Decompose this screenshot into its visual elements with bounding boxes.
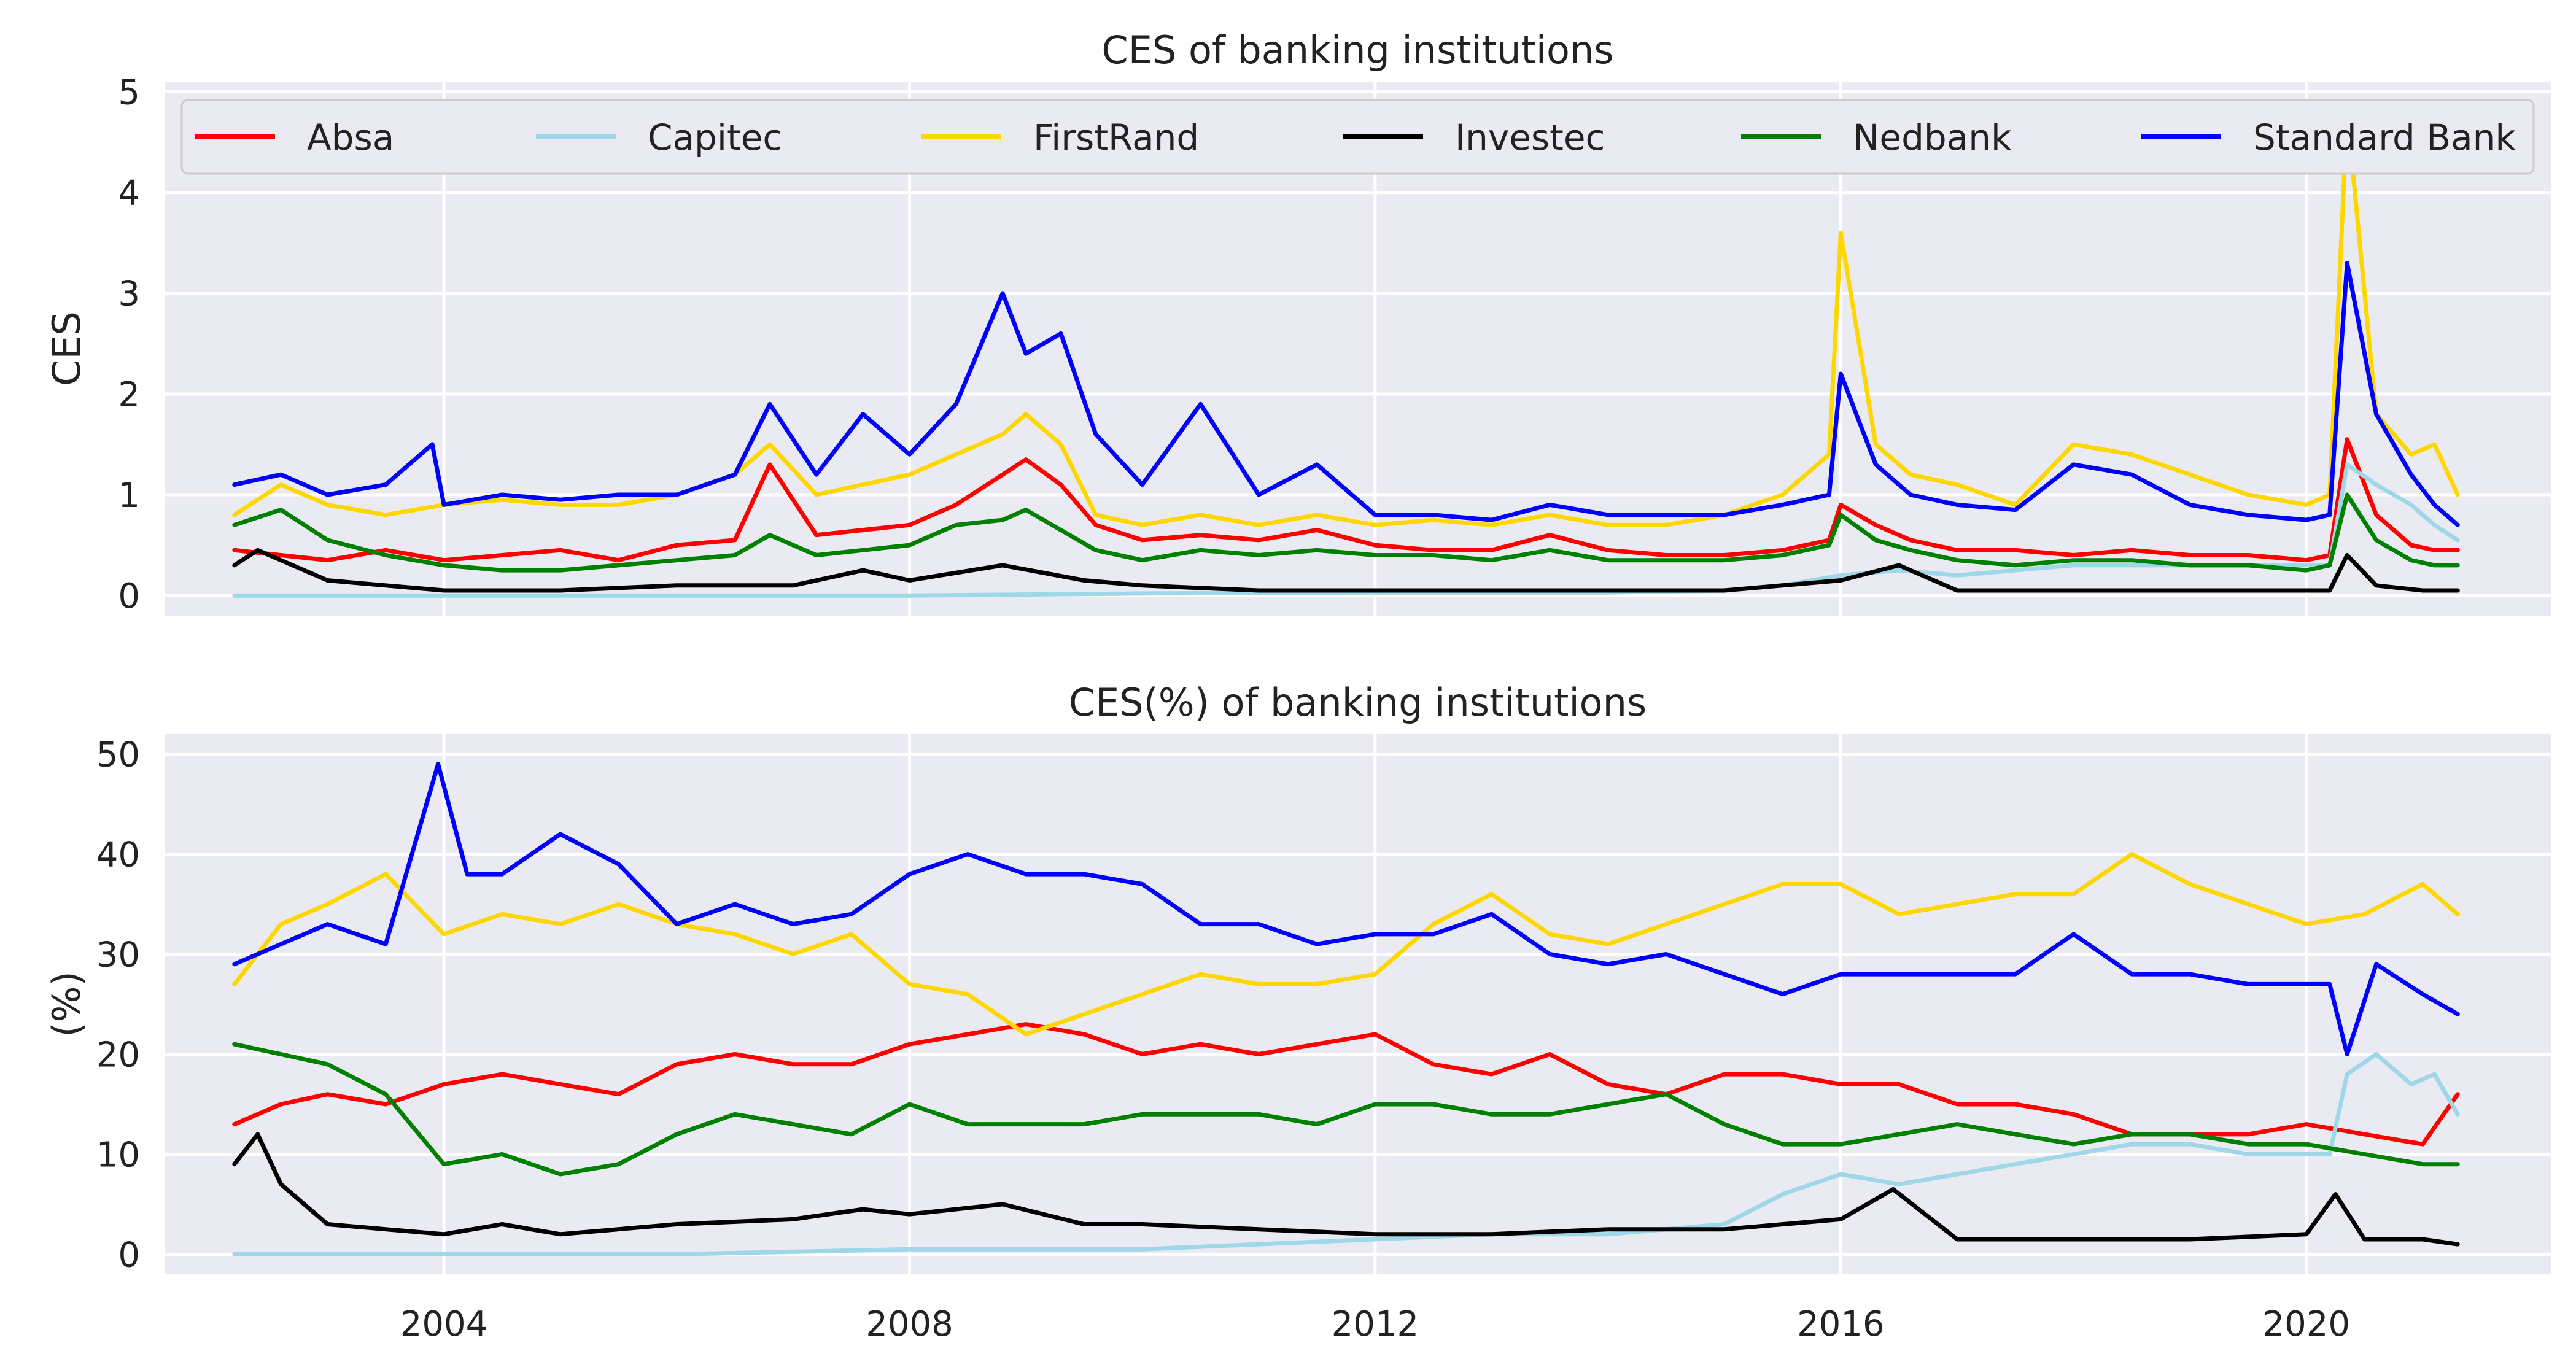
legend-label-capitec: Capitec — [648, 117, 782, 158]
legend-label-standard-bank: Standard Bank — [2253, 117, 2516, 158]
y-tick-label: 40 — [96, 835, 140, 875]
series-line-standard-bank — [232, 261, 2460, 527]
y-tick-label: 0 — [118, 1235, 140, 1275]
y-axis-label: (%) — [44, 971, 89, 1037]
y-tick-label: 1 — [118, 476, 140, 516]
y-axis-label: CES — [44, 311, 89, 386]
series-line-standard-bank — [232, 762, 2460, 1056]
y-tick-label: 5 — [118, 72, 140, 112]
series-line-nedbank — [232, 1042, 2460, 1177]
legend-label-investec: Investec — [1455, 117, 1605, 158]
y-tick-label: 50 — [96, 735, 140, 775]
y-tick-label: 4 — [118, 174, 140, 214]
y-tick-label: 10 — [96, 1135, 140, 1175]
series-line-capitec — [232, 1052, 2460, 1256]
chart-title: CES of banking institutions — [1101, 28, 1613, 72]
legend-label-nedbank: Nedbank — [1853, 117, 2012, 158]
x-tick-label: 2012 — [1332, 1304, 1419, 1344]
series-line-absa — [232, 1022, 2460, 1147]
x-tick-label: 2004 — [400, 1304, 488, 1344]
panel-1: CES of banking institutions 0 1 2 3 4 5 CES Absa… — [44, 28, 2551, 616]
y-tick-label: 0 — [118, 576, 140, 616]
legend-label-firstrand: FirstRand — [1033, 117, 1199, 158]
y-tick-label: 2 — [118, 375, 140, 415]
plot-background — [165, 734, 2551, 1274]
y-tick-label: 3 — [118, 274, 140, 314]
chart-title: CES(%) of banking institutions — [1069, 680, 1647, 725]
legend: Absa Capitec FirstRand Investec Nedbank Stand… — [180, 99, 2535, 175]
series-line-firstrand — [232, 852, 2460, 1037]
x-tick-label: 2020 — [2263, 1304, 2351, 1344]
x-tick-label: 2016 — [1797, 1304, 1885, 1344]
panel-2: CES(%) of banking institutions 0 10 20 30 40 5… — [44, 680, 2551, 1344]
series-line-nedbank — [232, 492, 2460, 573]
y-tick-label: 20 — [96, 1035, 140, 1075]
series-line-capitec — [232, 462, 2460, 598]
series-line-investec — [232, 1132, 2460, 1247]
y-tick-label: 30 — [96, 935, 140, 975]
x-tick-label: 2008 — [866, 1304, 953, 1344]
legend-label-absa: Absa — [307, 117, 394, 158]
series-line-absa — [232, 437, 2460, 563]
series-line-investec — [232, 548, 2460, 593]
